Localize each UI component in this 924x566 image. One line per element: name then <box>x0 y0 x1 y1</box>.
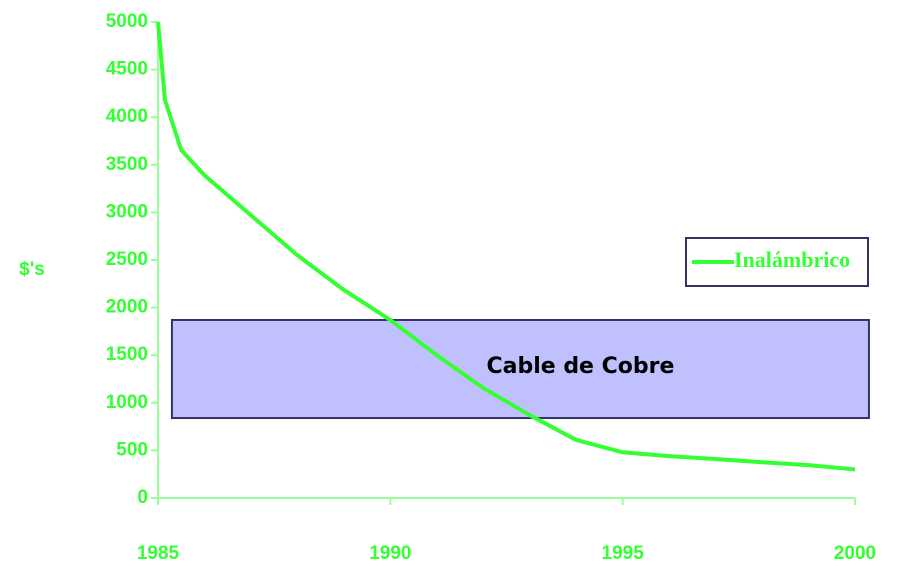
y-tick-label: 1000 <box>106 392 148 413</box>
y-tick-label: 1500 <box>106 344 148 365</box>
legend-label: Inalámbrico <box>734 247 850 272</box>
y-tick-label: 3500 <box>106 154 148 175</box>
y-axis-label: $'s <box>19 259 45 280</box>
y-tick-label: 5000 <box>106 11 148 32</box>
x-tick-label: 2000 <box>834 543 876 564</box>
band <box>170 318 870 420</box>
x-tick-label: 1985 <box>137 543 180 564</box>
y-tick-label: 4500 <box>106 59 148 80</box>
y-tick-label: 0 <box>137 487 148 508</box>
y-tick-label: 2000 <box>106 297 148 318</box>
band-label: Cable de Cobre <box>486 354 674 379</box>
line <box>156 21 856 472</box>
y-tick-label: 3000 <box>106 201 148 222</box>
y-tick-label: 4000 <box>106 106 148 127</box>
x-tick-label: 1995 <box>602 543 645 564</box>
y-tick-label: 500 <box>116 439 148 460</box>
x-tick-label: 1990 <box>369 543 411 564</box>
y-tick-label: 2500 <box>106 249 148 270</box>
